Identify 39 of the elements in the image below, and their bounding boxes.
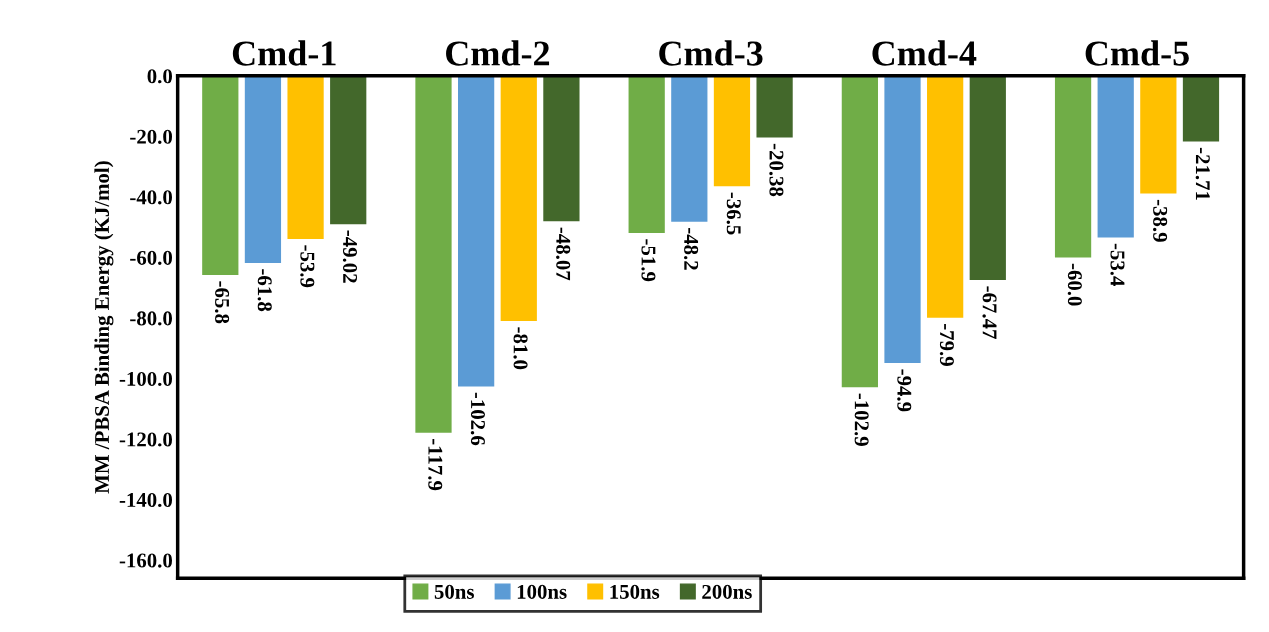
data-label: -102.9 [854, 393, 869, 446]
legend-label: 50ns [434, 584, 474, 599]
data-label: -79.9 [939, 323, 954, 366]
y-tick-label: -120.0 [119, 432, 173, 447]
y-tick-label: 0.0 [147, 69, 172, 84]
data-label: -49.02 [342, 230, 358, 283]
data-label: -20.38 [769, 143, 784, 197]
data-label: -81.0 [513, 327, 528, 370]
data-label: -48.07 [556, 227, 571, 281]
data-label: -53.4 [1110, 243, 1125, 287]
data-label: -36.5 [726, 192, 741, 235]
x-tick-label: Cmd-5 [1085, 40, 1189, 66]
y-tick-label: -40.0 [130, 190, 173, 205]
data-label: -102.6 [470, 392, 485, 446]
data-label: -61.8 [257, 269, 272, 312]
data-label: -48.2 [684, 228, 699, 270]
legend-label: 100ns [517, 584, 567, 599]
data-label: -53.9 [300, 245, 315, 288]
y-tick-label: -160.0 [119, 553, 173, 568]
data-label: -51.9 [641, 239, 656, 282]
legend-label: 150ns [610, 584, 660, 599]
y-axis-title: MM /PBSA Binding Energy (KJ/mol) [94, 161, 114, 494]
x-tick-label: Cmd-4 [872, 40, 977, 66]
data-label: -38.9 [1153, 199, 1168, 242]
data-label: -21.71 [1195, 147, 1210, 200]
data-label: -117.9 [428, 439, 443, 491]
data-label: -60.0 [1067, 263, 1082, 306]
x-tick-label: Cmd-3 [659, 40, 763, 66]
y-tick-label: -20.0 [130, 129, 173, 144]
legend-label: 200ns [702, 584, 752, 599]
x-tick-label: Cmd-1 [232, 40, 336, 66]
y-tick-label: -100.0 [119, 371, 173, 387]
y-tick-label: -60.0 [130, 250, 173, 265]
y-tick-label: -140.0 [119, 492, 173, 508]
data-label: -67.47 [982, 286, 997, 339]
y-tick-label: -80.0 [130, 311, 173, 326]
x-tick-label: Cmd-2 [446, 40, 550, 66]
data-label: -94.9 [897, 369, 912, 412]
data-label: -65.8 [214, 281, 230, 324]
